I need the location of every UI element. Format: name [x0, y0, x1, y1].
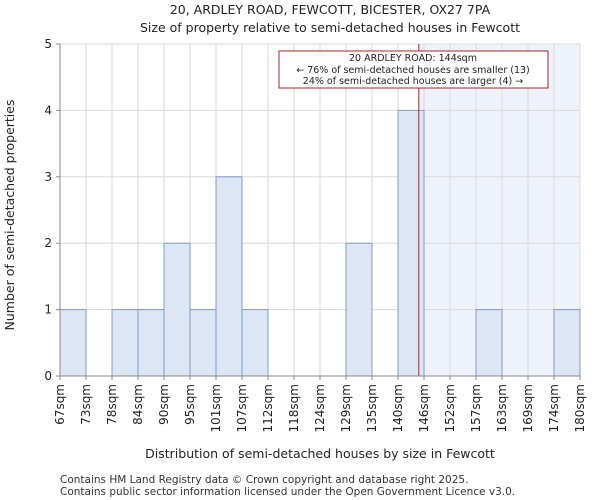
- x-axis-label: Distribution of semi-detached houses by …: [145, 446, 495, 461]
- x-tick-label: 157sqm: [469, 384, 483, 432]
- x-tick-label: 73sqm: [79, 384, 93, 425]
- annotation-box: 20 ARDLEY ROAD: 144sqm ← 76% of semi-det…: [278, 50, 549, 89]
- bar-84sqm: [137, 309, 165, 377]
- x-tick-label: 135sqm: [365, 384, 379, 432]
- chart-subtitle: Size of property relative to semi-detach…: [140, 20, 520, 35]
- y-axis-label: Number of semi-detached properties: [2, 100, 17, 331]
- x-tick-label: 118sqm: [287, 384, 301, 432]
- x-tick-label: 67sqm: [53, 384, 67, 425]
- x-tick-label: 163sqm: [495, 384, 509, 432]
- y-tick-label: 3: [44, 170, 52, 184]
- footer-line-2: Contains public sector information licen…: [60, 486, 515, 498]
- y-tick-label: 4: [44, 103, 52, 117]
- x-tick-label: 152sqm: [443, 384, 457, 432]
- bar-95sqm: [189, 309, 217, 377]
- x-tick-label: 95sqm: [183, 384, 197, 425]
- bar-107sqm: [241, 309, 269, 377]
- x-tick-label: 112sqm: [261, 384, 275, 432]
- bar-140sqm: [397, 109, 425, 377]
- bar-78sqm: [111, 309, 139, 377]
- bar-90sqm: [163, 242, 191, 377]
- x-ticks: 67sqm 73sqm 78sqm 84sqm 90sqm 95sqm 101sqm 107s…: [53, 376, 587, 432]
- annotation-line-2: ← 76% of semi-detached houses are smalle…: [296, 65, 530, 76]
- x-tick-label: 180sqm: [573, 384, 587, 432]
- bars: [59, 109, 581, 377]
- x-tick-label: 174sqm: [547, 384, 561, 432]
- x-tick-label: 101sqm: [209, 384, 223, 432]
- bar-174sqm: [553, 309, 581, 377]
- bar-101sqm: [215, 176, 243, 377]
- y-tick-label: 0: [44, 369, 52, 383]
- x-tick-label: 84sqm: [131, 384, 145, 425]
- y-tick-label: 1: [44, 303, 52, 317]
- annotation-line-1: 20 ARDLEY ROAD: 144sqm: [349, 53, 477, 64]
- bar-157sqm: [475, 309, 503, 377]
- x-tick-label: 107sqm: [235, 384, 249, 432]
- annotation-line-3: 24% of semi-detached houses are larger (…: [303, 76, 523, 87]
- y-ticks: 0 1 2 3 4 5: [44, 37, 60, 383]
- x-tick-label: 129sqm: [339, 384, 353, 432]
- bar-67sqm: [59, 309, 87, 377]
- x-tick-label: 90sqm: [157, 384, 171, 425]
- y-tick-label: 2: [44, 236, 52, 250]
- footer-line-1: Contains HM Land Registry data © Crown c…: [60, 474, 468, 486]
- x-tick-label: 124sqm: [313, 384, 327, 432]
- x-tick-label: 169sqm: [521, 384, 535, 432]
- chart-title: 20, ARDLEY ROAD, FEWCOTT, BICESTER, OX27…: [170, 2, 491, 17]
- annotation-frame: [278, 50, 549, 89]
- x-tick-label: 140sqm: [391, 384, 405, 432]
- y-tick-label: 5: [44, 37, 52, 51]
- x-tick-label: 78sqm: [105, 384, 119, 425]
- x-tick-label: 146sqm: [417, 384, 431, 432]
- bar-129sqm: [345, 242, 373, 377]
